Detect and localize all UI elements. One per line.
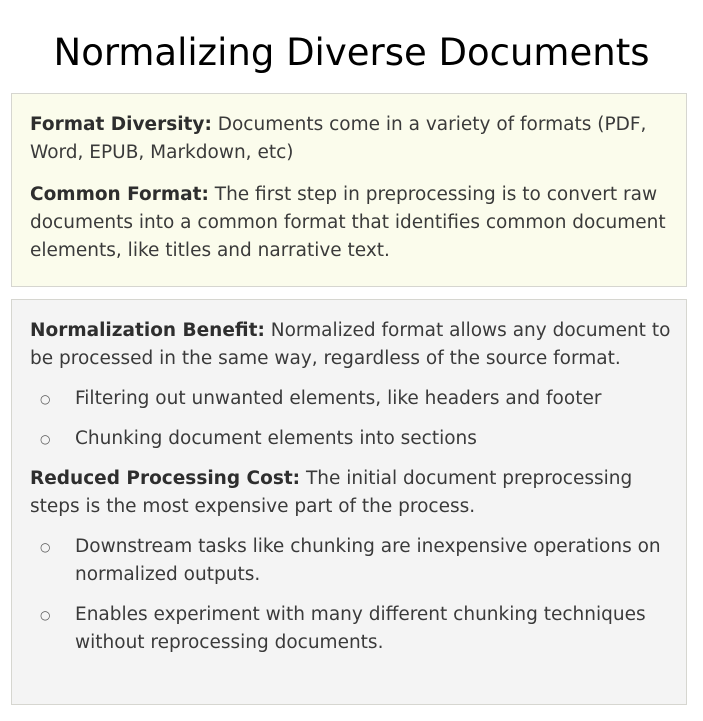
list-item-text: Enables experiment with many different c… (75, 604, 646, 653)
reduced-cost-text: The initial document preprocessing steps… (30, 468, 633, 517)
normalization-benefit-paragraph: Normalization Benefit: Normalized format… (30, 317, 676, 373)
format-diversity-paragraph: Format Diversity: Documents come in a va… (30, 111, 676, 167)
list-item-text: Filtering out unwanted elements, like he… (75, 388, 602, 409)
list-item: ○ Chunking document elements into sectio… (30, 425, 676, 453)
normalization-benefit-label: Normalization Benefit: (30, 320, 265, 341)
reduced-cost-list: ○ Downstream tasks like chunking are ine… (30, 533, 676, 657)
format-section-box: Format Diversity: Documents come in a va… (11, 93, 687, 287)
reduced-cost-paragraph: Reduced Processing Cost: The initial doc… (30, 465, 676, 521)
list-item: ○ Filtering out unwanted elements, like … (30, 385, 676, 413)
benefits-section-box: Normalization Benefit: Normalized format… (11, 299, 687, 705)
common-format-paragraph: Common Format: The first step in preproc… (30, 181, 676, 265)
bullet-icon: ○ (40, 608, 51, 622)
bullet-icon: ○ (40, 540, 51, 554)
list-item: ○ Enables experiment with many different… (30, 601, 676, 657)
list-item-text: Downstream tasks like chunking are inexp… (75, 536, 661, 585)
common-format-label: Common Format: (30, 184, 209, 205)
format-diversity-text: Documents come in a variety of formats (… (30, 114, 647, 163)
bullet-icon: ○ (40, 392, 51, 406)
normalization-benefit-list: ○ Filtering out unwanted elements, like … (30, 385, 676, 453)
reduced-cost-label: Reduced Processing Cost: (30, 468, 301, 489)
format-diversity-label: Format Diversity: (30, 114, 212, 135)
page-title: Normalizing Diverse Documents (53, 30, 650, 74)
bullet-icon: ○ (40, 432, 51, 446)
list-item-text: Chunking document elements into sections (75, 428, 477, 449)
common-format-text: The first step in preprocessing is to co… (30, 184, 666, 261)
normalization-benefit-text: Normalized format allows any document to… (30, 320, 671, 369)
list-item: ○ Downstream tasks like chunking are ine… (30, 533, 676, 589)
